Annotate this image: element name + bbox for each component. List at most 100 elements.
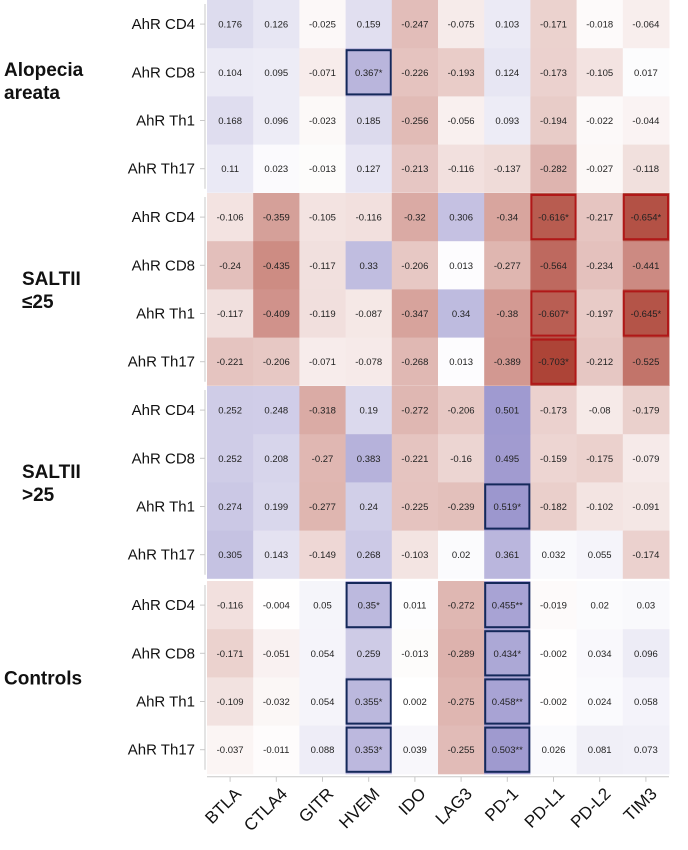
heatmap-cell	[438, 725, 485, 775]
heatmap-cell	[207, 48, 254, 97]
cell-value-label: -0.011	[263, 745, 289, 756]
cell-value-label: 0.383	[357, 454, 381, 465]
heatmap-cell	[299, 725, 347, 775]
heatmap-cell	[438, 48, 485, 97]
cell-value-label: -0.044	[632, 116, 659, 127]
heatmap-cell	[622, 434, 670, 483]
heatmap-cell	[345, 337, 393, 387]
cell-value-label: 0.103	[495, 20, 519, 31]
cell-value-label: -0.175	[586, 454, 613, 465]
heatmap-cell	[299, 434, 347, 483]
heatmap-cell	[391, 48, 439, 97]
heatmap-cell	[438, 241, 485, 290]
heatmap-cell	[438, 144, 485, 194]
cell-value-label: 0.24	[359, 502, 378, 513]
cell-value-label: -0.117	[309, 261, 335, 272]
heatmap-cell	[576, 482, 624, 532]
heatmap-cell	[207, 629, 254, 678]
cell-value-label: -0.137	[494, 164, 521, 175]
heatmap-cell	[576, 241, 624, 290]
heatmap-cell	[530, 337, 578, 387]
heatmap-cell	[207, 0, 254, 49]
heatmap-cell	[207, 725, 254, 775]
row-label: AhR Th17	[128, 354, 195, 371]
heatmap-cell	[391, 241, 439, 290]
heatmap-cell	[576, 434, 624, 483]
cell-value-label: -0.27	[312, 454, 334, 465]
heatmap-cell	[299, 48, 347, 97]
heatmap-cell	[622, 482, 670, 532]
heatmap-cell	[438, 289, 485, 339]
heatmap-cell	[576, 289, 624, 339]
heatmap-cell	[622, 581, 670, 630]
heatmap-cell	[438, 581, 485, 630]
heatmap-cell	[253, 434, 300, 483]
significance-box	[484, 630, 531, 677]
heatmap-cell	[576, 193, 624, 242]
row-label: AhR Th17	[128, 742, 195, 759]
cell-value-label: 0.355*	[355, 697, 383, 708]
heatmap-cell	[438, 193, 485, 242]
cell-value-label: -0.173	[540, 406, 567, 417]
heatmap-cell	[391, 337, 439, 387]
heatmap-cell	[530, 241, 578, 290]
heatmap-cell	[576, 48, 624, 97]
heatmap-cell	[299, 530, 347, 580]
heatmap-cell	[253, 386, 300, 435]
heatmap-cell	[576, 386, 624, 435]
cell-value-label: 0.002	[403, 697, 427, 708]
cell-value-label: 0.143	[264, 550, 288, 561]
cell-value-label: -0.24	[219, 261, 241, 272]
cell-value-label: -0.105	[309, 213, 336, 224]
heatmap-cell	[484, 482, 531, 532]
heatmap-cell	[345, 386, 393, 435]
heatmap-cell	[530, 386, 578, 435]
cell-value-label: -0.023	[309, 116, 336, 127]
heatmap-cell	[530, 677, 578, 727]
cell-value-label: -0.255	[448, 745, 475, 756]
heatmap-cell	[576, 725, 624, 775]
heatmap-cell	[391, 581, 439, 630]
heatmap-cell	[530, 530, 578, 580]
column-label: BTLA	[201, 784, 245, 828]
heatmap-cell	[576, 677, 624, 727]
cell-value-label: -0.435	[263, 261, 290, 272]
group-label: SALTII	[22, 462, 81, 483]
cell-value-label: -0.071	[309, 357, 336, 368]
cell-value-label: 0.081	[588, 745, 612, 756]
cell-value-label: 0.034	[588, 649, 612, 660]
heatmap-cell	[253, 0, 300, 49]
column-label: IDO	[395, 784, 430, 819]
heatmap-cell	[299, 482, 347, 532]
cell-value-label: 0.252	[218, 406, 242, 417]
cell-value-label: -0.206	[448, 406, 475, 417]
cell-value-label: 0.199	[264, 502, 288, 513]
cell-value-label: 0.248	[264, 406, 288, 417]
cell-value-label: 0.501	[495, 406, 519, 417]
heatmap-cell	[253, 96, 300, 146]
heatmap-cell	[253, 289, 300, 339]
heatmap-cell	[299, 0, 347, 49]
cell-value-label: 0.495	[495, 454, 519, 465]
cell-value-label: -0.182	[540, 502, 567, 513]
cell-value-label: -0.32	[404, 213, 426, 224]
cell-value-label: -0.213	[401, 164, 428, 175]
cell-value-label: 0.176	[218, 20, 242, 31]
heatmap-cell	[299, 144, 347, 194]
cell-value-label: -0.103	[401, 550, 428, 561]
row-label: AhR Th1	[136, 499, 195, 516]
heatmap-cell	[299, 241, 347, 290]
cell-value-label: -0.616*	[538, 213, 569, 224]
heatmap-cell	[438, 629, 485, 678]
column-label: PD-1	[481, 784, 522, 825]
cell-value-label: -0.607*	[538, 309, 569, 320]
heatmap-cell	[622, 241, 670, 290]
cell-value-label: -0.109	[217, 697, 244, 708]
heatmap-cell	[484, 629, 531, 678]
cell-value-label: -0.226	[401, 68, 428, 79]
cell-value-label: 0.02	[452, 550, 471, 561]
significance-box	[530, 338, 577, 385]
group-label: Alopecia	[4, 60, 84, 81]
cell-value-label: -0.116	[448, 164, 474, 175]
heatmap-cell	[207, 144, 254, 194]
